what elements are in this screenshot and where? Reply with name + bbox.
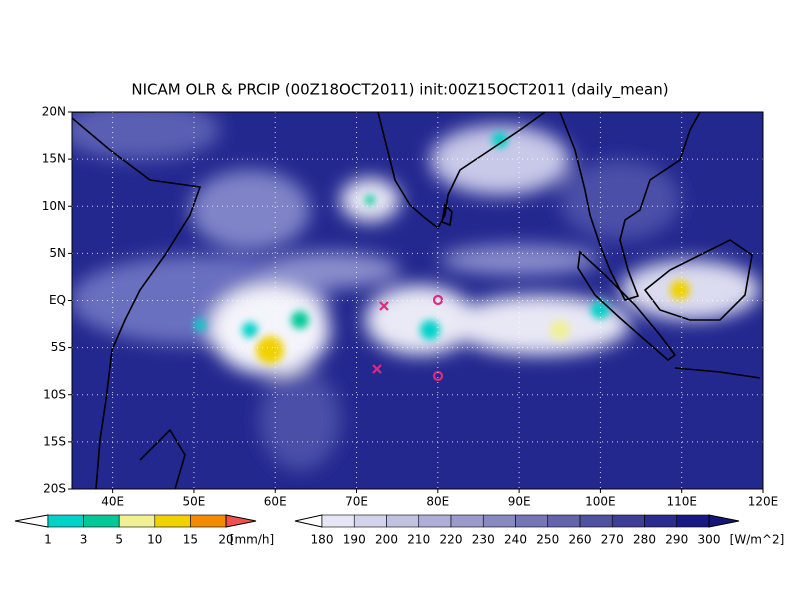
colorbar-tip bbox=[294, 514, 323, 528]
lon-label: 120E bbox=[748, 495, 779, 509]
lon-label: 80E bbox=[426, 495, 449, 509]
colorbar: 1 3 5 10 15 20[mm/h] bbox=[14, 514, 274, 547]
lon-label: 50E bbox=[183, 495, 206, 509]
lat-label: 10S bbox=[43, 387, 66, 401]
colorbar-label: 220 bbox=[440, 533, 463, 547]
colorbar-box bbox=[154, 514, 191, 528]
colorbar-label: 260 bbox=[569, 533, 592, 547]
colorbar: 180 190 200 210 220 230 240 250 260 270 280 290 300 [… bbox=[294, 514, 785, 547]
lat-label: 20N bbox=[42, 105, 66, 119]
colorbar-unit: [W/m^2] bbox=[730, 533, 785, 547]
lon-label: 90E bbox=[508, 495, 531, 509]
map-area bbox=[72, 112, 763, 489]
colorbar-label: 190 bbox=[343, 533, 366, 547]
lon-label: 40E bbox=[101, 495, 124, 509]
colorbar-label: 1 bbox=[44, 533, 52, 547]
lat-label: 20S bbox=[43, 482, 66, 496]
colorbar-box bbox=[579, 514, 613, 528]
lon-label: 100E bbox=[585, 495, 616, 509]
colorbar-label: 5 bbox=[115, 533, 123, 547]
colorbar-box bbox=[118, 514, 156, 528]
colorbar-box bbox=[190, 514, 227, 528]
colorbar-tip bbox=[708, 514, 740, 528]
colorbar-label: 15 bbox=[183, 533, 198, 547]
lat-label: 5N bbox=[49, 246, 66, 260]
colorbar-box bbox=[644, 514, 678, 528]
colorbar-box bbox=[321, 514, 355, 528]
lon-label: 110E bbox=[666, 495, 697, 509]
colorbar-label: 210 bbox=[407, 533, 430, 547]
colorbar-box bbox=[47, 514, 84, 528]
colorbar-box bbox=[83, 514, 120, 528]
colorbar-label: 300 bbox=[698, 533, 721, 547]
colorbar-box bbox=[386, 514, 420, 528]
colorbar-label: 230 bbox=[472, 533, 495, 547]
lon-label: 60E bbox=[264, 495, 287, 509]
colorbar-label: 180 bbox=[311, 533, 334, 547]
map-title: NICAM OLR & PRCIP (00Z18OCT2011) init:00… bbox=[131, 81, 668, 100]
cloud-field bbox=[72, 112, 760, 470]
lat-label: EQ bbox=[49, 293, 66, 307]
colorbar-unit: [mm/h] bbox=[230, 533, 274, 547]
lat-label: 15S bbox=[43, 434, 66, 448]
colorbar-label: 290 bbox=[665, 533, 688, 547]
coastlines bbox=[72, 112, 761, 489]
colorbar-box bbox=[515, 514, 549, 528]
precip-cells bbox=[194, 132, 690, 364]
colorbar-label: 20 bbox=[218, 533, 233, 547]
colorbar-label: 270 bbox=[601, 533, 624, 547]
colorbar-label: 3 bbox=[80, 533, 88, 547]
colorbar-label: 200 bbox=[375, 533, 398, 547]
colorbar-box bbox=[676, 514, 710, 528]
colorbar-box bbox=[450, 514, 484, 528]
lon-label: 70E bbox=[345, 495, 368, 509]
lat-label: 15N bbox=[42, 152, 66, 166]
colorbar-box bbox=[611, 514, 645, 528]
colorbar-label: 10 bbox=[147, 533, 162, 547]
colorbar-box bbox=[418, 514, 452, 528]
lat-label: 5S bbox=[51, 340, 66, 354]
colorbar-label: 280 bbox=[633, 533, 656, 547]
lat-label: 10N bbox=[42, 199, 66, 213]
colorbar-tip bbox=[225, 514, 257, 528]
colorbar-label: 250 bbox=[536, 533, 559, 547]
colorbar-tip bbox=[14, 514, 49, 528]
colorbar-box bbox=[353, 514, 387, 528]
colorbar-label: 240 bbox=[504, 533, 527, 547]
colorbar-box bbox=[547, 514, 581, 528]
colorbar-box bbox=[482, 514, 516, 528]
